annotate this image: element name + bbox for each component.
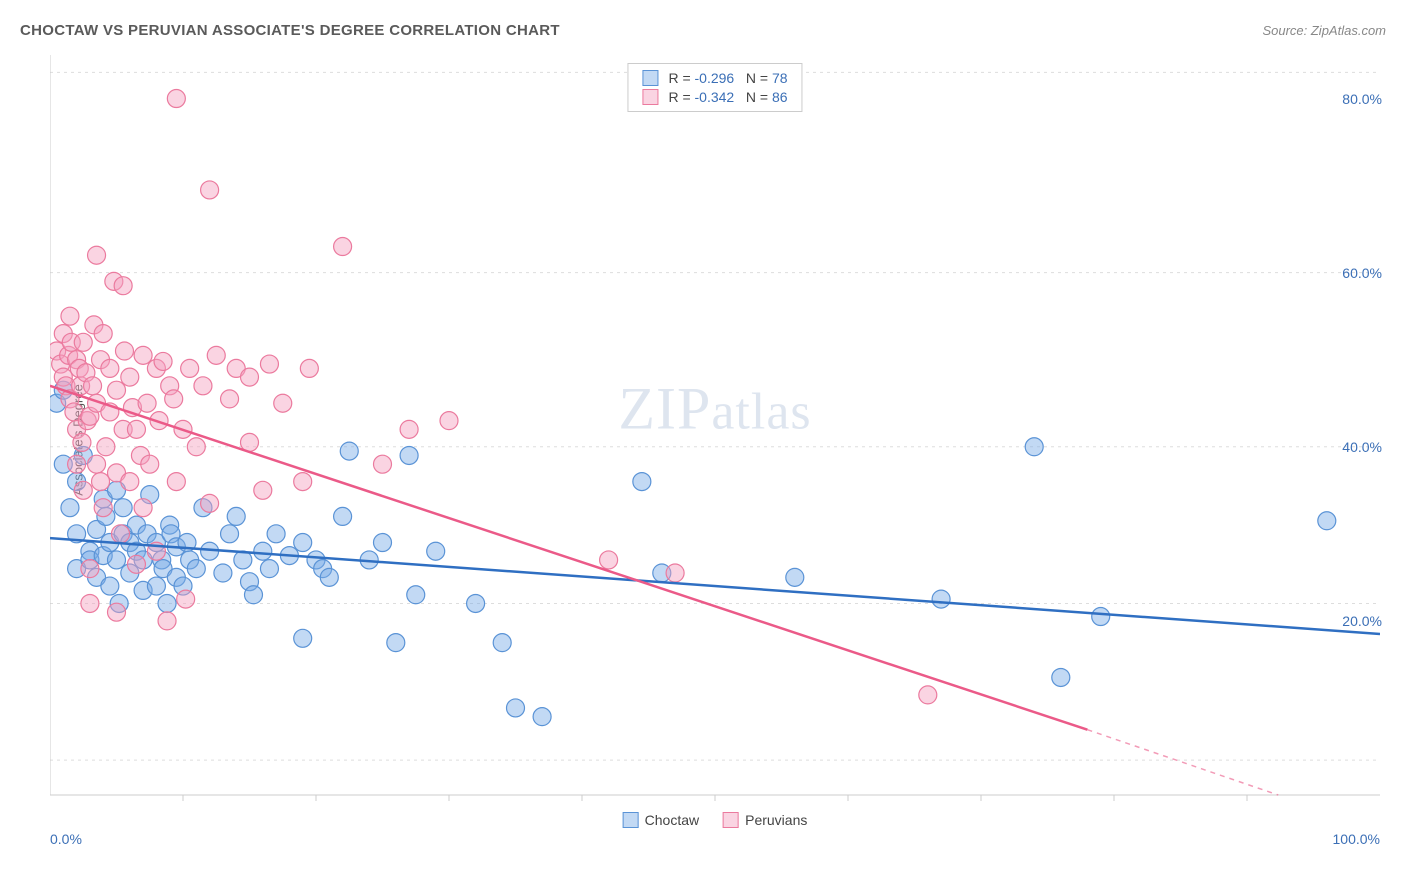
legend-stats-choctaw: R = -0.296 N = 78 — [668, 70, 787, 86]
legend-bottom-label-choctaw: Choctaw — [645, 812, 699, 828]
chart-area: Associate's Degree ZIPatlas R = -0.296 N… — [50, 55, 1380, 825]
legend-swatch-choctaw — [642, 70, 658, 86]
legend-swatch-peruvians — [642, 89, 658, 105]
y-tick-label: 20.0% — [1342, 613, 1382, 629]
chart-title: CHOCTAW VS PERUVIAN ASSOCIATE'S DEGREE C… — [20, 22, 560, 39]
header-bar: CHOCTAW VS PERUVIAN ASSOCIATE'S DEGREE C… — [20, 22, 1386, 39]
series-legend: Choctaw Peruvians — [623, 812, 808, 828]
x-axis-max-label: 100.0% — [1333, 831, 1380, 847]
source-label: Source: ZipAtlas.com — [1262, 23, 1386, 38]
legend-item-peruvians: Peruvians — [723, 812, 807, 828]
y-tick-label: 60.0% — [1342, 265, 1382, 281]
legend-bottom-label-peruvians: Peruvians — [745, 812, 807, 828]
legend-row-choctaw: R = -0.296 N = 78 — [642, 70, 787, 86]
legend-row-peruvians: R = -0.342 N = 86 — [642, 89, 787, 105]
x-axis-min-label: 0.0% — [50, 831, 82, 847]
y-tick-label: 80.0% — [1342, 91, 1382, 107]
legend-bottom-swatch-peruvians — [723, 812, 739, 828]
legend-item-choctaw: Choctaw — [623, 812, 699, 828]
correlation-legend: R = -0.296 N = 78 R = -0.342 N = 86 — [627, 63, 802, 112]
legend-bottom-swatch-choctaw — [623, 812, 639, 828]
legend-stats-peruvians: R = -0.342 N = 86 — [668, 89, 787, 105]
scatter-plot — [50, 55, 1380, 825]
y-tick-label: 40.0% — [1342, 439, 1382, 455]
